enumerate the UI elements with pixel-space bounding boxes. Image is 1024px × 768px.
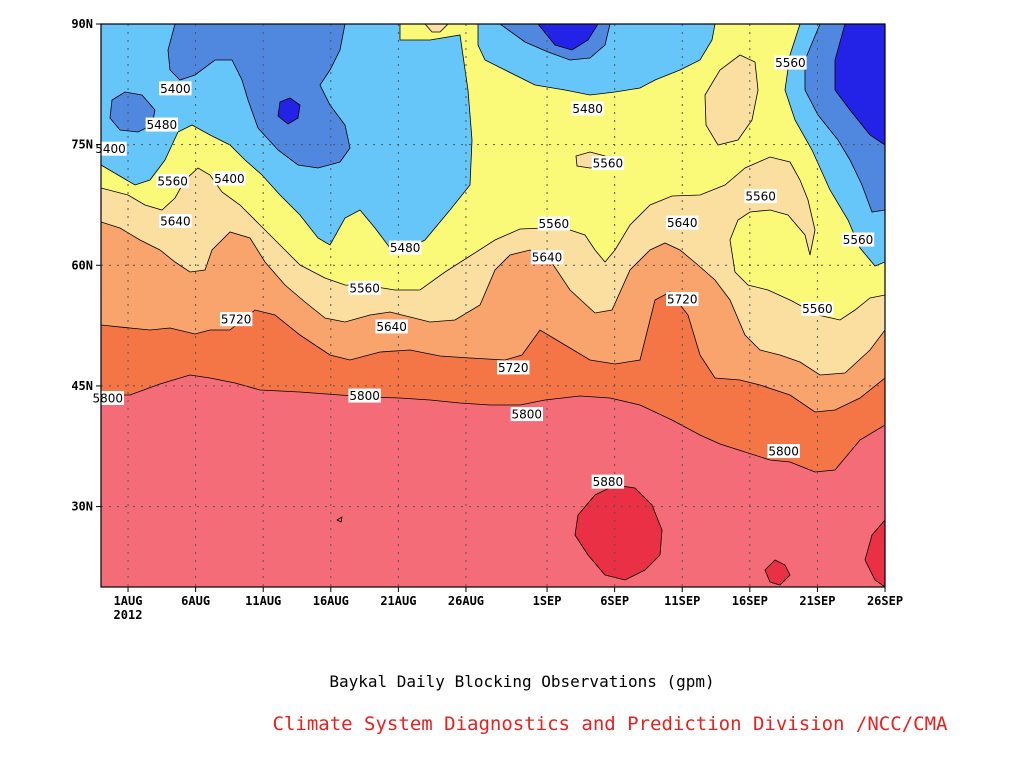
contour-label-bg (530, 250, 564, 265)
contour-label-bg (744, 189, 777, 204)
contour-label-bg (666, 215, 699, 230)
contour-label-bg (801, 301, 834, 316)
contour-label-bg (774, 55, 807, 70)
contour-label-bg (666, 292, 699, 307)
band-lt5320-dot (277, 97, 301, 125)
island-yellow-top (424, 24, 449, 33)
contour-label: 5880 (593, 475, 624, 489)
contour-label-bg (537, 216, 571, 231)
island-5560-a (704, 54, 759, 146)
contour-label: 5560 (539, 217, 570, 231)
plot-frame (100, 23, 886, 588)
contour-label-bg (571, 101, 604, 116)
contour-label: 5560 (843, 233, 874, 247)
contour-label: 5400 (160, 82, 191, 96)
x-axis: 1AUG 6AUG 11AUG 16AUG 21AUG 26AUG 1SEP 6SEP 11SE… (114, 587, 903, 608)
band-lt5320-north (537, 24, 599, 51)
contour-label: 5640 (667, 216, 698, 230)
x-tick-label: 11AUG (245, 594, 281, 608)
contour-label-bg (159, 214, 192, 229)
contour-label: 5560 (802, 302, 833, 316)
contour-label: 5720 (498, 361, 529, 375)
contour-label: 5560 (775, 56, 806, 70)
band-gt5880-b (764, 559, 791, 586)
contour-label-bg (219, 312, 253, 327)
contour-label: 5800 (349, 389, 380, 403)
contour-label-bg (348, 388, 381, 403)
x-year-label: 2012 (114, 608, 143, 622)
contour-label: 5480 (572, 102, 603, 116)
contour-label: 5480 (390, 241, 421, 255)
contour-label-bg (375, 319, 408, 334)
y-axis: 90N 75N 60N 45N 30N (71, 17, 101, 514)
y-tick-label: 60N (71, 258, 93, 272)
contour-labels: 5400 5400 5480 5400 5560 5640 5480 5560 5720 5640… (91, 55, 875, 489)
x-tick-label: 16SEP (732, 594, 768, 608)
band-5320-5400-west (167, 24, 351, 169)
x-tick-label: 21AUG (380, 594, 416, 608)
contour-label: 5800 (512, 408, 543, 422)
contour-label-bg (91, 390, 124, 405)
contour-label: 5560 (593, 157, 624, 171)
x-tick-label: 6SEP (600, 594, 629, 608)
band-gt5880-a (574, 484, 663, 581)
contour-label-bg (156, 173, 189, 188)
contour-label-bg (94, 141, 127, 156)
contour-label-bg (591, 474, 625, 489)
contour-label: 5720 (221, 313, 252, 327)
contour-label-bg (159, 81, 192, 96)
contour-label: 5480 (147, 118, 178, 132)
chart-title: Baykal Daily Blocking Observations (gpm) (329, 672, 715, 691)
tiny-mark (336, 516, 343, 523)
y-tick-label: 45N (71, 379, 93, 393)
x-tick-label: 6AUG (181, 594, 210, 608)
contour-label: 5640 (532, 251, 563, 265)
contour-label: 5800 (92, 391, 123, 405)
x-tick-label: 26AUG (448, 594, 484, 608)
x-tick-label: 21SEP (799, 594, 835, 608)
contour-label-bg (841, 232, 875, 247)
y-tick-label: 30N (71, 500, 93, 514)
contour-label-bg (497, 360, 530, 375)
contour-label: 5560 (745, 190, 776, 204)
x-tick-label: 16AUG (313, 594, 349, 608)
contour-label: 5400 (95, 142, 126, 156)
credit-line: Climate System Diagnostics and Predictio… (272, 713, 948, 735)
y-tick-label: 75N (71, 138, 93, 152)
contour-label: 5640 (376, 320, 407, 334)
contour-label: 5560 (349, 281, 380, 295)
contour-label-bg (213, 171, 246, 186)
contour-label-bg (145, 117, 179, 132)
contour-label: 5720 (667, 293, 698, 307)
contour-label: 5640 (160, 215, 191, 229)
contour-label: 5400 (214, 172, 245, 186)
x-tick-label: 1AUG (114, 594, 143, 608)
band-lt5320-east (834, 24, 885, 146)
contour-label: 5560 (157, 174, 188, 188)
contour-label-bg (767, 444, 800, 459)
contour-label-bg (510, 407, 543, 422)
contour-label-bg (348, 280, 381, 295)
x-tick-label: 11SEP (664, 594, 700, 608)
contour-label-bg (388, 240, 422, 255)
contour-label-bg (591, 156, 625, 171)
contour-fill-layer (101, 24, 885, 587)
x-tick-label: 26SEP (867, 594, 903, 608)
x-tick-label: 1SEP (533, 594, 562, 608)
contour-label: 5800 (768, 445, 799, 459)
y-tick-label: 90N (71, 17, 93, 31)
band-gt5880-c (864, 519, 885, 587)
